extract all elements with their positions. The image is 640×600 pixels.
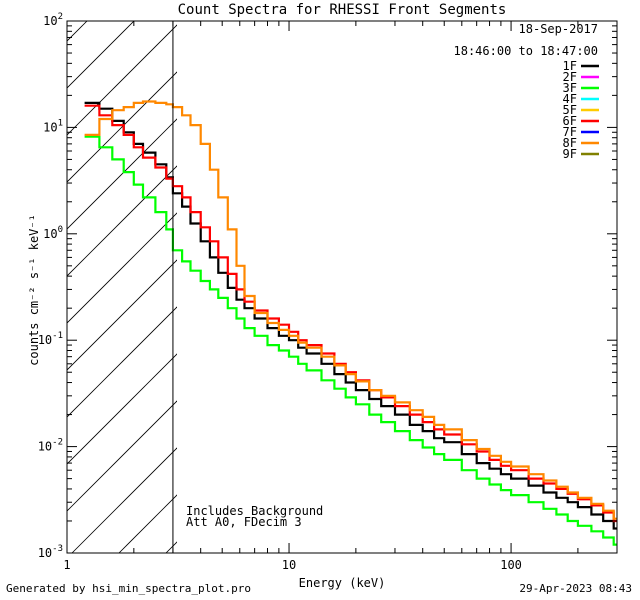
x-tick-label: 1 bbox=[63, 558, 70, 572]
x-tick-label: 100 bbox=[500, 558, 522, 572]
legend-label-5f: 5F bbox=[563, 103, 577, 117]
legend-label-6f: 6F bbox=[563, 114, 577, 128]
legend-label-3f: 3F bbox=[563, 81, 577, 95]
series-3f bbox=[84, 135, 617, 546]
axis-ticks bbox=[66, 20, 618, 554]
y-tick-label: 10-3 bbox=[38, 544, 63, 560]
hatch-line bbox=[67, 24, 177, 136]
hatch-line bbox=[67, 353, 177, 465]
x-tick-label: 10 bbox=[282, 558, 296, 572]
annotation-attenuator: Att A0, FDecim 3 bbox=[186, 515, 302, 529]
hatch-line bbox=[67, 165, 177, 277]
hatch-line bbox=[636, 0, 640, 553]
time-range-label: 18:46:00 to 18:47:00 bbox=[454, 44, 599, 58]
hatch-line bbox=[67, 71, 177, 183]
y-tick-labels: 10-3 10-2 10-1 100 101 102 bbox=[38, 12, 63, 560]
date-label: 18-Sep-2017 bbox=[519, 22, 598, 36]
series-6f bbox=[84, 104, 617, 523]
x-axis-label: Energy (keV) bbox=[299, 576, 386, 590]
hatch-line bbox=[67, 21, 88, 42]
legend-label-2f: 2F bbox=[563, 70, 577, 84]
excluded-energy-hatch bbox=[0, 0, 640, 553]
hatch-line bbox=[67, 400, 177, 512]
hatch-line bbox=[67, 118, 177, 230]
hatch-line bbox=[0, 0, 14, 553]
y-tick-label: 102 bbox=[43, 12, 63, 28]
series-layer bbox=[84, 100, 617, 546]
hatch-line bbox=[67, 212, 177, 324]
annotation-background: Includes Background bbox=[186, 504, 323, 518]
hatch-line bbox=[67, 306, 177, 418]
generated-by-footer: Generated by hsi_min_spectra_plot.pro bbox=[6, 582, 252, 595]
legend-label-1f: 1F bbox=[563, 59, 577, 73]
hatch-line bbox=[0, 0, 108, 553]
timestamp-footer: 29-Apr-2023 08:43 bbox=[519, 582, 632, 595]
hatch-line bbox=[71, 447, 177, 553]
legend-label-4f: 4F bbox=[563, 92, 577, 106]
y-tick-label: 10-2 bbox=[38, 438, 63, 454]
legend-label-8f: 8F bbox=[563, 136, 577, 150]
y-tick-label: 100 bbox=[43, 225, 63, 241]
y-axis-label: counts cm⁻² s⁻¹ keV⁻¹ bbox=[27, 214, 41, 366]
hatch-line bbox=[67, 21, 135, 89]
hatch-line bbox=[542, 0, 640, 553]
y-tick-label: 10-1 bbox=[38, 331, 63, 347]
hatch-line bbox=[260, 0, 640, 553]
y-tick-label: 101 bbox=[43, 118, 63, 134]
hatch-line bbox=[354, 0, 640, 553]
x-tick-labels: 1 10 100 bbox=[63, 558, 522, 572]
chart-title: Count Spectra for RHESSI Front Segments bbox=[178, 2, 507, 18]
plot-frame bbox=[66, 20, 618, 554]
legend-label-9f: 9F bbox=[563, 147, 577, 161]
legend-label-7f: 7F bbox=[563, 125, 577, 139]
